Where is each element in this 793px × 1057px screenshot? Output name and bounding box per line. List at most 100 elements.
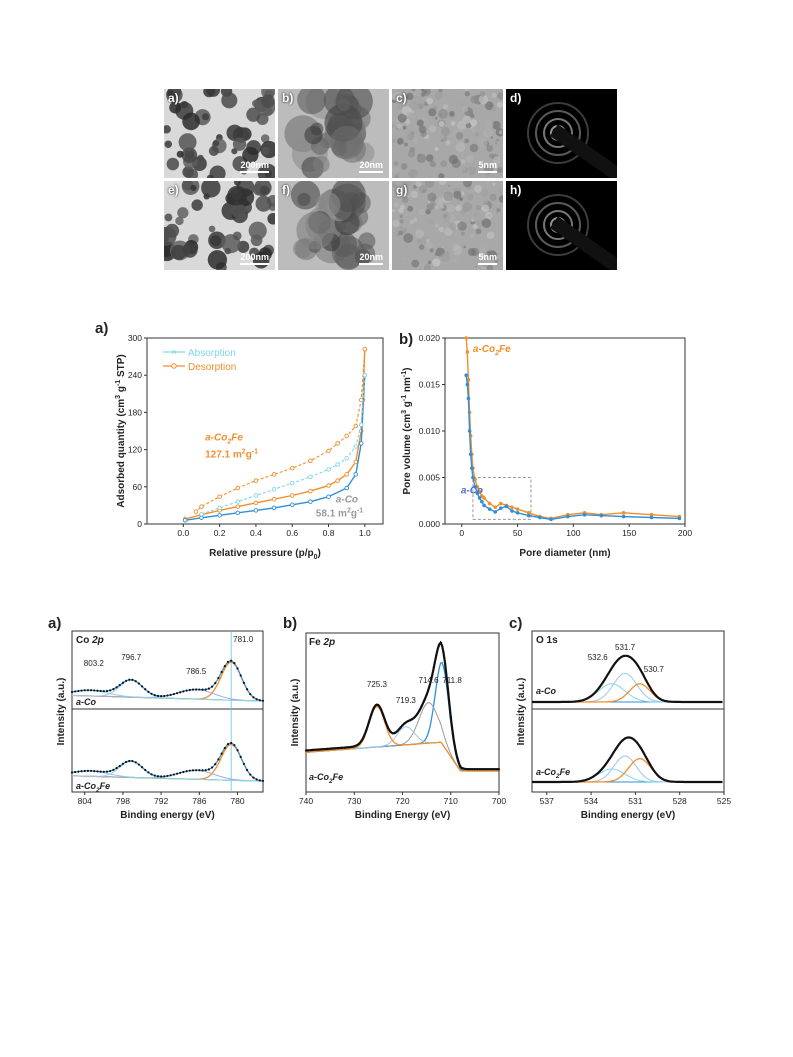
data-point bbox=[565, 514, 570, 519]
spectrum-title: O 1s bbox=[536, 635, 558, 646]
spectrum-point bbox=[471, 768, 474, 771]
lattice-texture bbox=[478, 246, 487, 254]
x-tick-label: 0.4 bbox=[250, 528, 262, 538]
spectrum-point bbox=[403, 722, 407, 725]
spectrum-point bbox=[144, 688, 147, 691]
spectrum-point bbox=[137, 682, 140, 685]
spectrum-point bbox=[226, 742, 230, 746]
lattice-texture bbox=[407, 194, 411, 198]
lattice-texture bbox=[484, 120, 494, 129]
lattice-texture bbox=[392, 138, 396, 143]
x-tick-label: 700 bbox=[492, 796, 506, 806]
spectrum-point bbox=[198, 769, 201, 772]
particle bbox=[201, 181, 221, 198]
lattice-texture bbox=[438, 173, 445, 178]
spectrum-point bbox=[249, 773, 252, 776]
tem-image bbox=[164, 89, 275, 178]
particle bbox=[197, 154, 204, 162]
peak-label: 714.6 bbox=[419, 676, 440, 685]
annotation: a-Co bbox=[336, 494, 358, 505]
particle bbox=[181, 147, 198, 163]
spectrum-point bbox=[456, 759, 460, 762]
spectrum-point bbox=[258, 699, 261, 702]
lattice-texture bbox=[462, 202, 473, 212]
spectrum-point bbox=[350, 745, 353, 748]
spectrum-point bbox=[242, 681, 245, 684]
data-point bbox=[510, 509, 514, 513]
spectrum-point bbox=[348, 746, 351, 749]
particle bbox=[358, 232, 376, 250]
peak-label: 711.8 bbox=[442, 676, 462, 685]
lattice-texture bbox=[466, 124, 471, 128]
spectrum-point bbox=[191, 769, 195, 772]
lattice-texture bbox=[449, 110, 455, 117]
spectrum-point bbox=[214, 682, 217, 685]
tem-panel-label: b) bbox=[282, 91, 294, 105]
data-point bbox=[487, 507, 492, 511]
data-point bbox=[621, 514, 626, 519]
x-tick-label: 0.8 bbox=[323, 528, 335, 538]
y-tick-label: 0 bbox=[137, 519, 142, 529]
spectrum-point bbox=[128, 759, 131, 763]
lattice-texture bbox=[434, 117, 438, 120]
spectrum-point bbox=[134, 761, 137, 764]
spectrum-point bbox=[112, 688, 115, 691]
spectrum-point bbox=[239, 674, 242, 677]
x-tick-label: 1.0 bbox=[359, 528, 371, 538]
x-tick-label: 537 bbox=[540, 796, 554, 806]
data-point bbox=[649, 512, 654, 517]
lattice-texture bbox=[408, 169, 418, 178]
lattice-texture bbox=[434, 223, 439, 228]
data-point bbox=[482, 503, 486, 508]
x-tick-label: 531 bbox=[628, 796, 642, 806]
spectrum-point bbox=[90, 769, 93, 773]
lattice-texture bbox=[403, 96, 407, 100]
spectrum-point bbox=[210, 685, 214, 688]
spectrum-point bbox=[336, 747, 339, 750]
lattice-texture bbox=[446, 267, 450, 270]
data-point bbox=[289, 465, 295, 471]
tem-panel-label: e) bbox=[168, 183, 179, 197]
spectrum-point bbox=[150, 692, 153, 695]
lattice-texture bbox=[499, 257, 503, 262]
lattice-texture bbox=[418, 125, 427, 134]
particle bbox=[207, 250, 228, 270]
particle bbox=[201, 113, 210, 121]
spectrum-point bbox=[239, 755, 242, 759]
lattice-texture bbox=[396, 137, 404, 145]
lattice-texture bbox=[485, 173, 490, 178]
spectrum-point bbox=[195, 769, 198, 772]
x-tick-label: 0 bbox=[459, 528, 464, 538]
tem-panel: g) 5nm bbox=[392, 181, 503, 270]
data-point bbox=[515, 511, 520, 515]
y-axis-label: Adsorbed quantity (cm3 g-1 STP) bbox=[115, 354, 127, 508]
scale-bar-line bbox=[240, 263, 269, 265]
lattice-texture bbox=[461, 106, 469, 113]
lattice-texture bbox=[455, 205, 461, 211]
scale-bar-label: 20nm bbox=[359, 160, 383, 170]
data-point bbox=[326, 448, 331, 454]
beam-stop bbox=[549, 124, 617, 178]
lattice-texture bbox=[480, 252, 485, 258]
lattice-texture bbox=[441, 212, 451, 222]
lattice-texture bbox=[499, 262, 503, 268]
particle bbox=[297, 89, 327, 115]
tem-image bbox=[506, 181, 617, 270]
spectrum-point bbox=[440, 641, 443, 644]
spectrum-point bbox=[249, 692, 252, 696]
lattice-texture bbox=[469, 143, 479, 153]
x-tick-label: 792 bbox=[154, 796, 168, 806]
spectrum-point bbox=[379, 707, 382, 710]
data-point bbox=[326, 494, 331, 499]
spectrum-point bbox=[109, 689, 112, 692]
data-point bbox=[467, 429, 472, 433]
particle bbox=[232, 156, 248, 172]
particle bbox=[248, 221, 267, 240]
peak-label: 725.3 bbox=[367, 680, 388, 689]
lattice-texture bbox=[416, 153, 427, 164]
peak-label: 781.0 bbox=[233, 635, 254, 644]
spectrum-point bbox=[245, 688, 249, 691]
fit-component bbox=[305, 702, 499, 772]
scale-bar-line bbox=[478, 171, 497, 173]
particle bbox=[208, 225, 216, 233]
